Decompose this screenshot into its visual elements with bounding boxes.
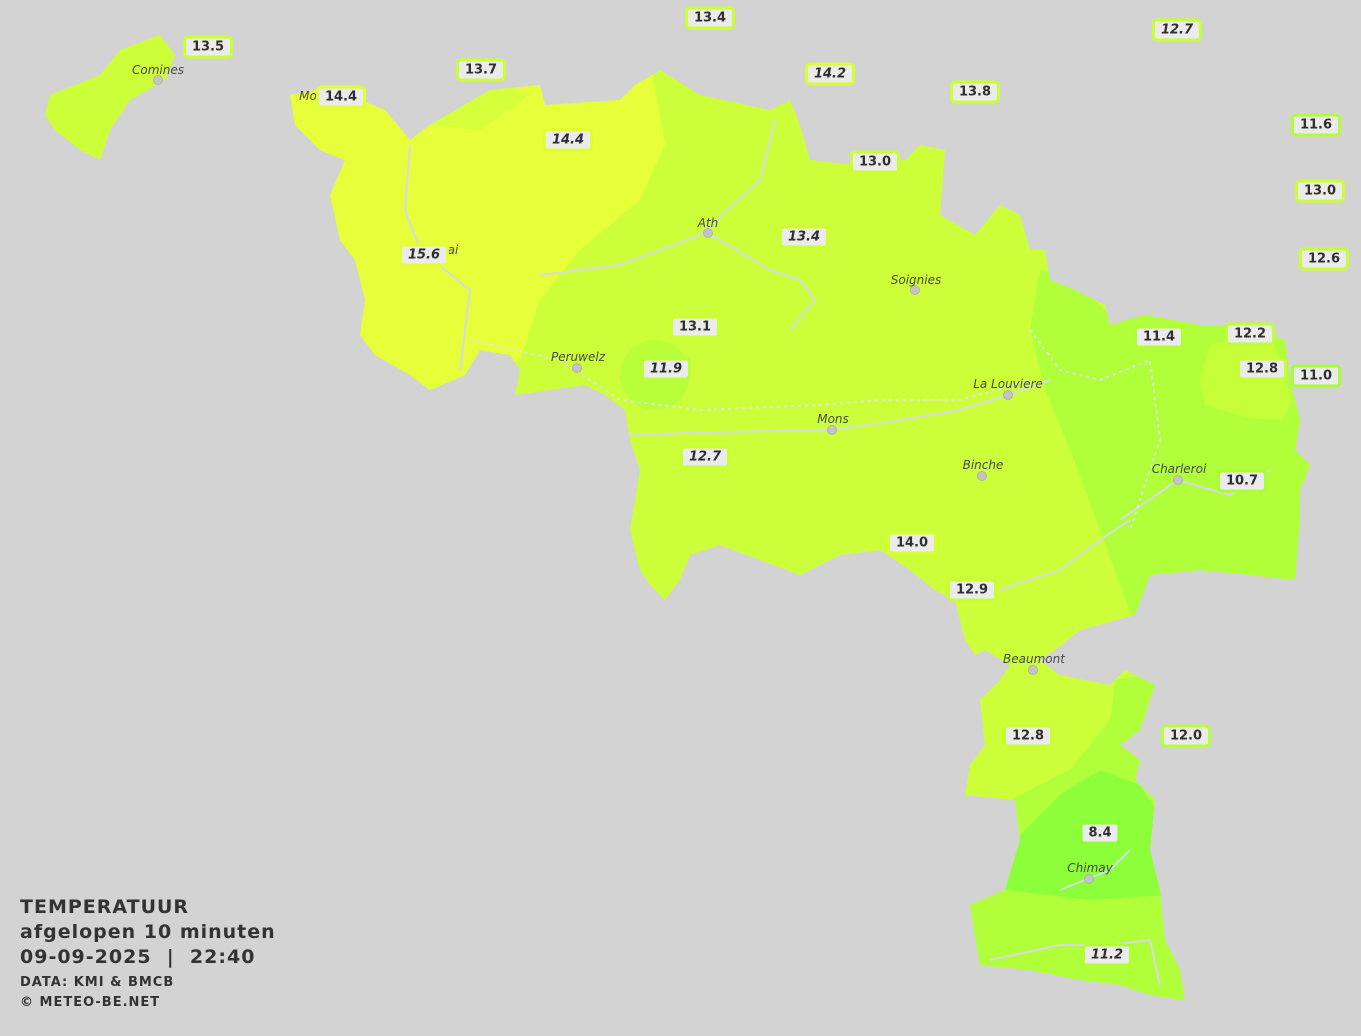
station-reading[interactable]: 14.4: [315, 85, 367, 109]
rivers: [403, 119, 1271, 986]
city-dot-soignies: [910, 285, 920, 295]
station-reading[interactable]: 11.6: [1290, 113, 1342, 137]
station-reading[interactable]: 12.6: [1298, 247, 1350, 271]
city-label-beaumont: Beaumont: [1003, 652, 1065, 666]
city-dot-chimay: [1084, 874, 1094, 884]
city-label-mons: Mons: [817, 412, 849, 426]
station-reading[interactable]: 11.4: [1133, 325, 1185, 349]
city-dot-charleroi: [1173, 475, 1183, 485]
station-reading[interactable]: 14.2: [804, 62, 856, 86]
station-reading[interactable]: 13.7: [455, 58, 507, 82]
station-reading[interactable]: 11.0: [1290, 364, 1342, 388]
station-reading[interactable]: 12.8: [1002, 724, 1054, 748]
district-borders: [469, 329, 1162, 531]
map-legend: TEMPERATUUR afgelopen 10 minuten 09-09-2…: [20, 895, 276, 1013]
station-reading[interactable]: 14.4: [542, 128, 594, 152]
station-reading[interactable]: 11.9: [640, 357, 692, 381]
station-reading[interactable]: 13.5: [182, 35, 234, 59]
city-dot-comines: [153, 75, 163, 85]
city-label-binche: Binche: [962, 458, 1004, 472]
city-label-tournai: ai: [447, 243, 459, 257]
station-reading[interactable]: 10.7: [1216, 469, 1268, 493]
city-dot-la-louviere: [1003, 390, 1013, 400]
city-dot-ath: [703, 228, 713, 238]
city-label-chimay: Chimay: [1067, 861, 1113, 875]
city-label-charleroi: Charleroi: [1151, 462, 1207, 476]
station-reading[interactable]: 13.1: [669, 315, 721, 339]
city-label-soignies: Soignies: [890, 273, 942, 287]
city-label-ath: Ath: [697, 216, 719, 230]
station-reading[interactable]: 11.2: [1081, 943, 1133, 967]
city-dot-mons: [827, 425, 837, 435]
comines-enclave: [45, 35, 175, 160]
station-reading[interactable]: 13.0: [1294, 179, 1346, 203]
city-label-comines: Comines: [132, 63, 184, 77]
legend-datetime: 09-09-2025 | 22:40: [20, 946, 256, 968]
station-reading[interactable]: 13.0: [849, 150, 901, 174]
station-reading[interactable]: 12.7: [1151, 18, 1203, 42]
city-label-mouscron: Mo: [299, 89, 317, 103]
city-dot-binche: [977, 471, 987, 481]
station-reading[interactable]: 13.8: [949, 80, 1001, 104]
legend-title: TEMPERATUUR: [20, 896, 190, 918]
zone-north-band: [430, 80, 530, 130]
station-reading[interactable]: 13.4: [684, 6, 736, 30]
station-reading[interactable]: 8.4: [1079, 821, 1121, 845]
station-reading[interactable]: 13.4: [778, 225, 830, 249]
station-reading[interactable]: 12.9: [946, 578, 998, 602]
legend-subtitle: afgelopen 10 minuten: [20, 921, 276, 943]
station-reading[interactable]: 12.7: [679, 445, 731, 469]
legend-copyright: © METEO-BE.NET: [20, 995, 161, 1010]
city-dot-beaumont: [1028, 665, 1038, 675]
city-label-peruwelz: Peruwelz: [551, 350, 605, 364]
city-label-la-louviere: La Louviere: [973, 377, 1043, 391]
legend-source: DATA: KMI & BMCB: [20, 975, 175, 990]
station-reading[interactable]: 14.0: [886, 531, 938, 555]
station-reading[interactable]: 12.8: [1236, 357, 1288, 381]
station-reading[interactable]: 12.2: [1224, 322, 1276, 346]
station-reading[interactable]: 12.0: [1160, 724, 1212, 748]
city-dot-peruwelz: [572, 363, 582, 373]
station-reading[interactable]: 15.6: [398, 243, 450, 267]
